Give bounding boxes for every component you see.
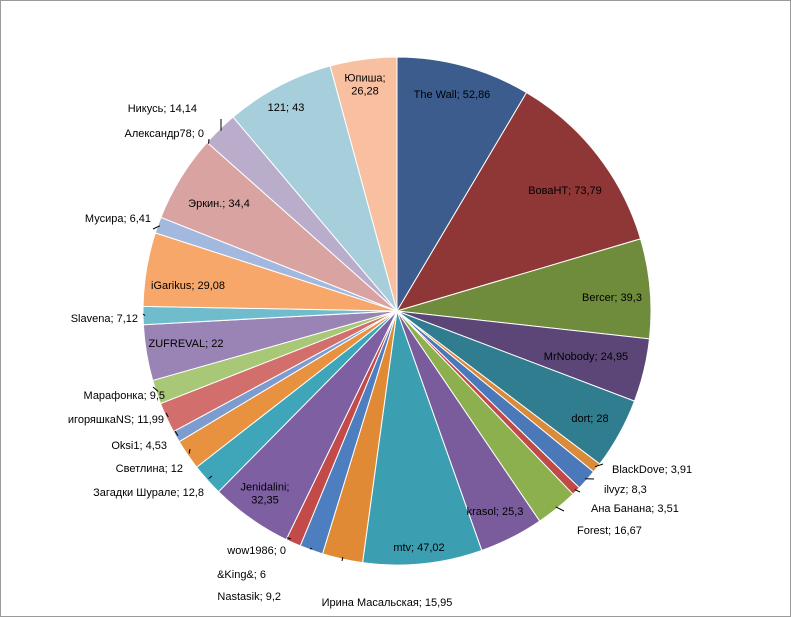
- data-label-igarikus: iGarikus; 29,08: [151, 280, 225, 292]
- data-label-nastasik: Nastasik; 9,2: [217, 591, 281, 603]
- data-label-dort: dort; 28: [571, 413, 608, 425]
- data-label-никусь: Никусь; 14,14: [128, 103, 197, 115]
- data-label-вовант: ВоваНТ; 73,79: [528, 185, 602, 197]
- pie-slices: [143, 57, 651, 565]
- data-label-ilvyz: ilvyz; 8,3: [604, 484, 647, 496]
- data-label-121: 121; 43: [268, 102, 305, 114]
- data-label-марафонка: Марафонка; 9,5: [84, 390, 165, 402]
- data-label-игоряшкаns: игоряшкаNS; 11,99: [68, 414, 164, 426]
- data-label-forest: Forest; 16,67: [577, 525, 642, 537]
- data-label-oksi1: Oksi1; 4,53: [111, 440, 167, 452]
- data-label-ирина-масальская: Ирина Масальская; 15,95: [322, 597, 453, 609]
- data-label-blackdove: BlackDove; 3,91: [612, 464, 692, 476]
- data-label-wow1986: wow1986; 0: [226, 545, 286, 557]
- data-label-slavena: Slavena; 7,12: [71, 313, 138, 325]
- data-label-zufreval: ZUFREVAL; 22: [149, 338, 224, 350]
- data-label-krasol: krasol; 25,3: [467, 506, 524, 518]
- data-label-эркин: Эркин.; 34,4: [188, 198, 250, 210]
- data-label-mtv: mtv; 47,02: [393, 542, 444, 554]
- data-label-загадки-шурале: Загадки Шурале; 12,8: [93, 487, 204, 499]
- data-label-mrnobody: MrNobody; 24,95: [544, 351, 628, 363]
- data-label-светлина: Светлина; 12: [116, 463, 183, 475]
- data-label-александр78: Александр78; 0: [124, 128, 204, 140]
- data-label-the-wall: The Wall; 52,86: [414, 89, 491, 101]
- data-label-мусира: Мусира; 6,41: [85, 213, 151, 225]
- data-label-ана-банана: Ана Банана; 3,51: [591, 503, 679, 515]
- data-label-bercer: Bercer; 39,3: [582, 292, 642, 304]
- leader-line-александр78: [209, 139, 210, 144]
- data-label-king: &King&; 6: [217, 569, 266, 581]
